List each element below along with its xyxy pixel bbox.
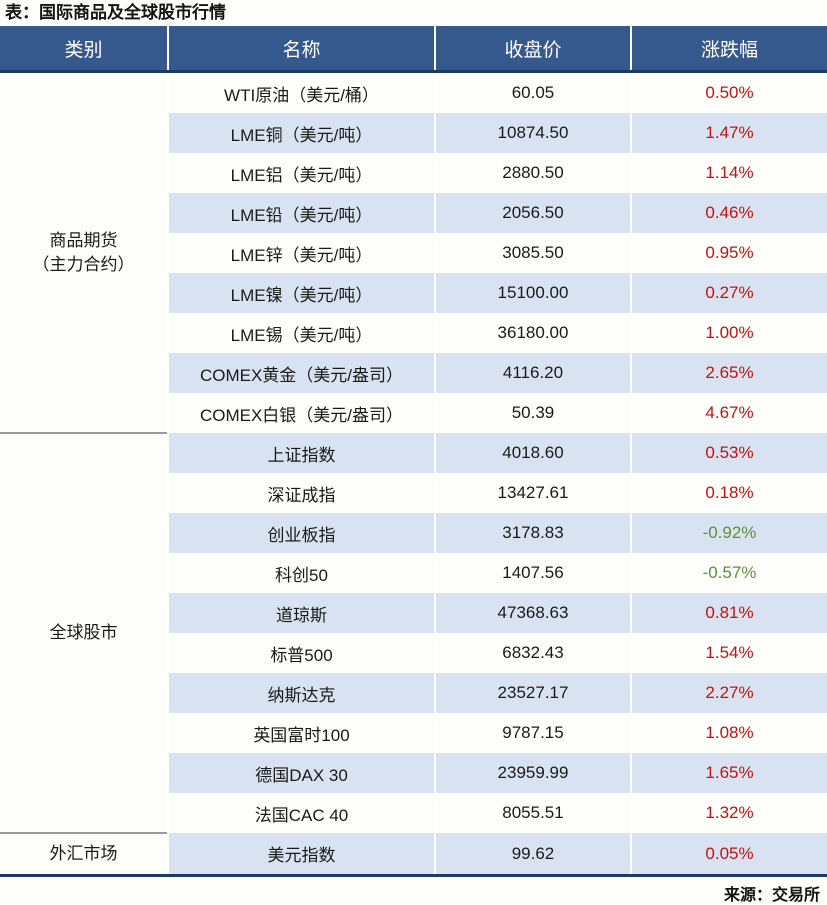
- change-percent-cell: 1.47%: [631, 113, 827, 153]
- change-percent-cell: 1.65%: [631, 753, 827, 793]
- change-percent-cell: 0.05%: [631, 833, 827, 876]
- table-title: 表：国际商品及全球股市行情: [5, 3, 226, 22]
- close-price-cell: 47368.63: [435, 593, 632, 633]
- close-price-cell: 6832.43: [435, 633, 632, 673]
- table-row: 创业板指 3178.83 -0.92%: [0, 513, 827, 553]
- table-row: 标普500 6832.43 1.54%: [0, 633, 827, 673]
- name-cell: COMEX黄金（美元/盎司）: [168, 353, 436, 393]
- change-percent-cell: 1.08%: [631, 713, 827, 753]
- name-cell: LME铝（美元/吨）: [168, 153, 436, 193]
- close-price-cell: 99.62: [435, 833, 632, 876]
- category-cell: 商品期货 （主力合约）: [0, 71, 169, 433]
- name-cell: LME锡（美元/吨）: [168, 313, 436, 353]
- change-percent-cell: 1.54%: [631, 633, 827, 673]
- table-row: 道琼斯 47368.63 0.81%: [0, 593, 827, 633]
- name-cell: 上证指数: [168, 433, 436, 473]
- name-cell: 创业板指: [168, 513, 436, 553]
- close-price-cell: 10874.50: [435, 113, 632, 153]
- change-percent-cell: 1.00%: [631, 313, 827, 353]
- table-row: LME铅（美元/吨） 2056.50 0.46%: [0, 193, 827, 233]
- change-percent-cell: 0.18%: [631, 473, 827, 513]
- change-percent-cell: 1.32%: [631, 793, 827, 833]
- close-price-cell: 23959.99: [435, 753, 632, 793]
- close-price-cell: 4018.60: [435, 433, 632, 473]
- name-cell: LME锌（美元/吨）: [168, 233, 436, 273]
- close-price-cell: 15100.00: [435, 273, 632, 313]
- name-cell: 美元指数: [168, 833, 436, 876]
- category-cell: 外汇市场: [0, 832, 169, 876]
- header-row: 类别 名称 收盘价 涨跌幅: [0, 26, 827, 73]
- name-cell: COMEX白银（美元/盎司）: [168, 393, 436, 433]
- name-cell: LME铅（美元/吨）: [168, 193, 436, 233]
- table-row: 深证成指 13427.61 0.18%: [0, 473, 827, 513]
- table-row: LME镍（美元/吨） 15100.00 0.27%: [0, 273, 827, 313]
- name-cell: 纳斯达克: [168, 673, 436, 713]
- close-price-cell: 3085.50: [435, 233, 632, 273]
- category-label-line: 商品期货: [49, 230, 118, 250]
- close-price-cell: 1407.56: [435, 553, 632, 593]
- close-price-cell: 2056.50: [435, 193, 632, 233]
- close-price-cell: 8055.51: [435, 793, 632, 833]
- table-row: LME铝（美元/吨） 2880.50 1.14%: [0, 153, 827, 193]
- category-cell: 全球股市: [0, 432, 169, 833]
- name-cell: 德国DAX 30: [168, 753, 436, 793]
- name-cell: 英国富时100: [168, 713, 436, 753]
- col-header-close: 收盘价: [435, 26, 632, 73]
- table-row: 全球股市 上证指数 4018.60 0.53%: [0, 432, 827, 833]
- close-price-cell: 36180.00: [435, 313, 632, 353]
- name-cell: LME镍（美元/吨）: [168, 273, 436, 313]
- change-percent-cell: -0.57%: [631, 553, 827, 593]
- change-percent-cell: 0.46%: [631, 193, 827, 233]
- table-row: 德国DAX 30 23959.99 1.65%: [0, 753, 827, 793]
- close-price-cell: 23527.17: [435, 673, 632, 713]
- name-cell: 深证成指: [168, 473, 436, 513]
- table-body: 商品期货 （主力合约） WTI原油（美元/桶） 60.05 0.50% LME铜（美元/吨…: [0, 71, 827, 876]
- category-label-line: 外汇市场: [49, 844, 118, 863]
- name-cell: 标普500: [168, 633, 436, 673]
- change-percent-cell: -0.92%: [631, 513, 827, 553]
- close-price-cell: 60.05: [435, 71, 632, 113]
- close-price-cell: 2880.50: [435, 153, 632, 193]
- category-label-line: （主力合约）: [32, 254, 135, 274]
- category-label-line: 全球股市: [49, 623, 118, 642]
- change-percent-cell: 0.95%: [631, 233, 827, 273]
- change-percent-cell: 0.27%: [631, 273, 827, 313]
- table-row: COMEX白银（美元/盎司） 50.39 4.67%: [0, 393, 827, 433]
- table-row: LME锌（美元/吨） 3085.50 0.95%: [0, 233, 827, 273]
- change-percent-cell: 0.50%: [631, 71, 827, 113]
- change-percent-cell: 4.67%: [631, 393, 827, 433]
- name-cell: 科创50: [168, 553, 436, 593]
- table-row: 法国CAC 40 8055.51 1.32%: [0, 793, 827, 833]
- table-row: 外汇市场 美元指数 99.62 0.05%: [0, 832, 827, 876]
- name-cell: LME铜（美元/吨）: [168, 113, 436, 153]
- table-row: LME锡（美元/吨） 36180.00 1.00%: [0, 313, 827, 353]
- market-table: 类别 名称 收盘价 涨跌幅 商品期货 （主力合约） WTI原油（美元/桶） 60.05…: [0, 26, 827, 877]
- source-note: 来源：交易所: [723, 887, 820, 904]
- close-price-cell: 9787.15: [435, 713, 632, 753]
- close-price-cell: 13427.61: [435, 473, 632, 513]
- change-percent-cell: 0.53%: [631, 433, 827, 473]
- name-cell: WTI原油（美元/桶）: [168, 71, 436, 113]
- change-percent-cell: 2.27%: [631, 673, 827, 713]
- table-row: 商品期货 （主力合约） WTI原油（美元/桶） 60.05 0.50%: [0, 71, 827, 433]
- name-cell: 道琼斯: [168, 593, 436, 633]
- col-header-name: 名称: [168, 26, 436, 73]
- close-price-cell: 50.39: [435, 393, 632, 433]
- close-price-cell: 3178.83: [435, 513, 632, 553]
- table-row: COMEX黄金（美元/盎司） 4116.20 2.65%: [0, 353, 827, 393]
- table-row: 英国富时100 9787.15 1.08%: [0, 713, 827, 753]
- table-row: 科创50 1407.56 -0.57%: [0, 553, 827, 593]
- col-header-category: 类别: [0, 26, 169, 73]
- change-percent-cell: 0.81%: [631, 593, 827, 633]
- table-row: LME铜（美元/吨） 10874.50 1.47%: [0, 113, 827, 153]
- close-price-cell: 4116.20: [435, 353, 632, 393]
- change-percent-cell: 2.65%: [631, 353, 827, 393]
- col-header-change: 涨跌幅: [631, 26, 827, 73]
- table-row: 纳斯达克 23527.17 2.27%: [0, 673, 827, 713]
- change-percent-cell: 1.14%: [631, 153, 827, 193]
- name-cell: 法国CAC 40: [168, 793, 436, 833]
